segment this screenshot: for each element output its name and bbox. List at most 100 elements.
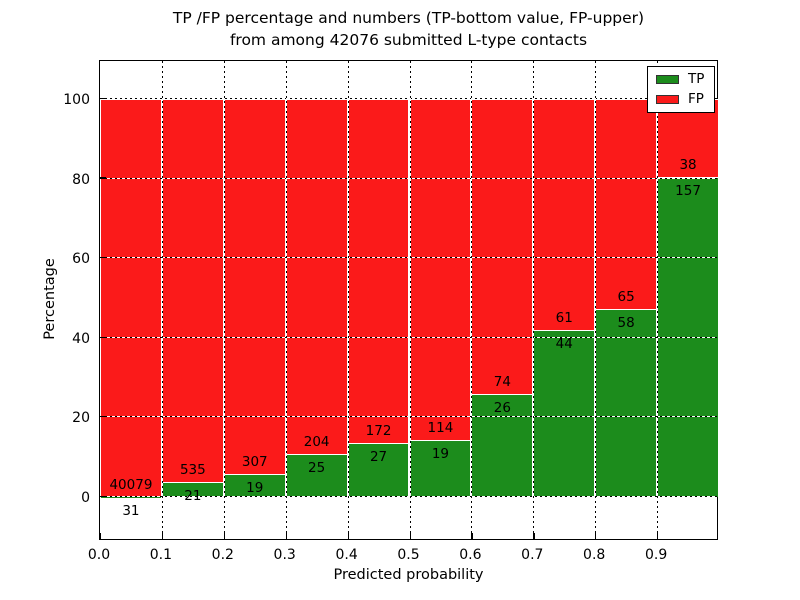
x-tick-label: 0.0: [87, 547, 111, 563]
y-tick-label: 100: [63, 92, 90, 108]
horizontal-gridline: [100, 257, 717, 259]
y-tick-mark: [100, 256, 106, 259]
fp-bar-segment: [410, 99, 471, 441]
fp-bar-segment: [101, 99, 161, 497]
vertical-gridline: [657, 61, 659, 539]
tp-bar-segment: [224, 473, 285, 497]
value-labels-layer: 40079 31 535 21 307 19 204 25 172 27 114 19 74 26 61 44…: [100, 61, 717, 539]
fp-bar-segment: [286, 99, 347, 454]
x-tick-label: 0.2: [211, 547, 234, 563]
bar-bin: [409, 99, 472, 497]
y-tick-label: 80: [72, 171, 90, 188]
fp-count-label: 74: [493, 373, 511, 390]
gridline-layer: [100, 61, 717, 539]
x-tick-label: 0.6: [459, 547, 482, 563]
vertical-gridline: [161, 61, 163, 539]
x-tick-mark: [223, 533, 226, 539]
bar-bin: [161, 99, 224, 497]
tp-count-label: 27: [369, 449, 388, 465]
vertical-gridline: [347, 61, 349, 539]
vertical-gridline: [533, 61, 535, 539]
fp-count-label: 535: [179, 461, 206, 478]
bar-bin: [595, 99, 658, 497]
y-axis-label: Percentage: [42, 258, 58, 340]
vertical-gridline: [595, 61, 597, 539]
tp-count-label: 19: [431, 446, 450, 463]
y-tick-label: 40: [72, 330, 90, 347]
tp-bar-segment: [534, 330, 595, 497]
x-tick-label: 0.7: [521, 547, 544, 563]
y-tick-mark: [100, 177, 106, 179]
tp-count-label: 58: [617, 315, 635, 332]
tp-bar-segment: [348, 443, 409, 497]
fp-count-label: 38: [679, 156, 697, 173]
fp-bar-segment: [348, 99, 409, 443]
vertical-gridline: [409, 61, 411, 539]
tick-marks-layer: [100, 61, 717, 539]
legend-item: FP: [656, 92, 707, 107]
x-tick-label: 0.9: [644, 547, 668, 563]
y-tick-label: 20: [72, 410, 90, 427]
tp-count-label: 26: [493, 399, 511, 416]
vertical-gridline: [285, 61, 287, 539]
horizontal-gridline: [100, 416, 717, 418]
y-tick-mark: [100, 495, 106, 497]
legend-item: TP: [656, 72, 707, 87]
tp-count-label: 21: [184, 487, 202, 504]
fp-count-label: 61: [555, 310, 573, 327]
plot-area: 40079 31 535 21 307 19 204 25 172 27 114 19 74 26 61 44…: [99, 60, 719, 540]
bar-bin: [100, 99, 162, 497]
bar-bin: [533, 99, 596, 497]
fp-bar-segment: [596, 99, 657, 310]
x-tick-label: 0.1: [149, 547, 173, 563]
x-tick-mark: [409, 533, 411, 539]
x-tick-mark: [285, 533, 287, 539]
fp-bar-segment: [534, 99, 595, 331]
fp-legend-swatch: [656, 95, 679, 104]
x-tick-label: 0.5: [397, 547, 420, 563]
x-tick-mark: [533, 533, 535, 539]
y-tick-mark: [100, 336, 106, 338]
x-axis-label: Predicted probability: [333, 567, 484, 583]
fp-count-label: 114: [427, 420, 454, 437]
tp-legend-swatch: [656, 75, 679, 84]
fp-count-label: 204: [303, 433, 330, 450]
tp-bar-segment: [410, 440, 471, 497]
x-tick-label: 0.8: [583, 547, 606, 563]
legend: TP FP: [647, 66, 715, 113]
bar-bin: [223, 99, 286, 497]
y-tick-label: 0: [81, 490, 90, 506]
fp-bar-segment: [472, 99, 533, 394]
fp-count-label: 172: [365, 423, 392, 439]
tp-bar-segment: [472, 393, 533, 497]
tp-bar-segment: [596, 309, 657, 497]
legend-item-label: FP: [688, 91, 704, 107]
vertical-gridline: [471, 61, 473, 539]
tp-bar-segment: [286, 453, 347, 497]
horizontal-gridline: [100, 98, 717, 99]
tp-bar-segment: [658, 176, 718, 497]
tp-count-label: 31: [122, 502, 140, 519]
fp-bar-segment: [224, 99, 285, 474]
chart-title-line2: from among 42076 submitted L-type contac…: [229, 31, 588, 49]
horizontal-gridline: [100, 496, 717, 497]
bar-bin: [285, 99, 348, 497]
x-tick-mark: [657, 533, 659, 539]
x-tick-mark: [100, 533, 102, 539]
fp-count-label: 65: [617, 289, 635, 306]
x-tick-label: 0.4: [335, 547, 358, 563]
x-tick-mark: [347, 533, 349, 539]
tp-count-label: 157: [675, 182, 701, 199]
tp-count-label: 25: [308, 459, 326, 476]
fp-count-label: 307: [241, 453, 268, 470]
bars-layer: [100, 61, 719, 539]
x-tick-mark: [161, 533, 164, 539]
vertical-gridline: [223, 61, 225, 539]
tp-count-label: 19: [246, 479, 264, 496]
tp-bar-segment: [162, 481, 223, 497]
fp-bar-segment: [162, 99, 223, 482]
tp-count-label: 44: [555, 336, 573, 353]
x-tick-mark: [471, 533, 473, 539]
x-tick-label: 0.3: [273, 547, 296, 563]
